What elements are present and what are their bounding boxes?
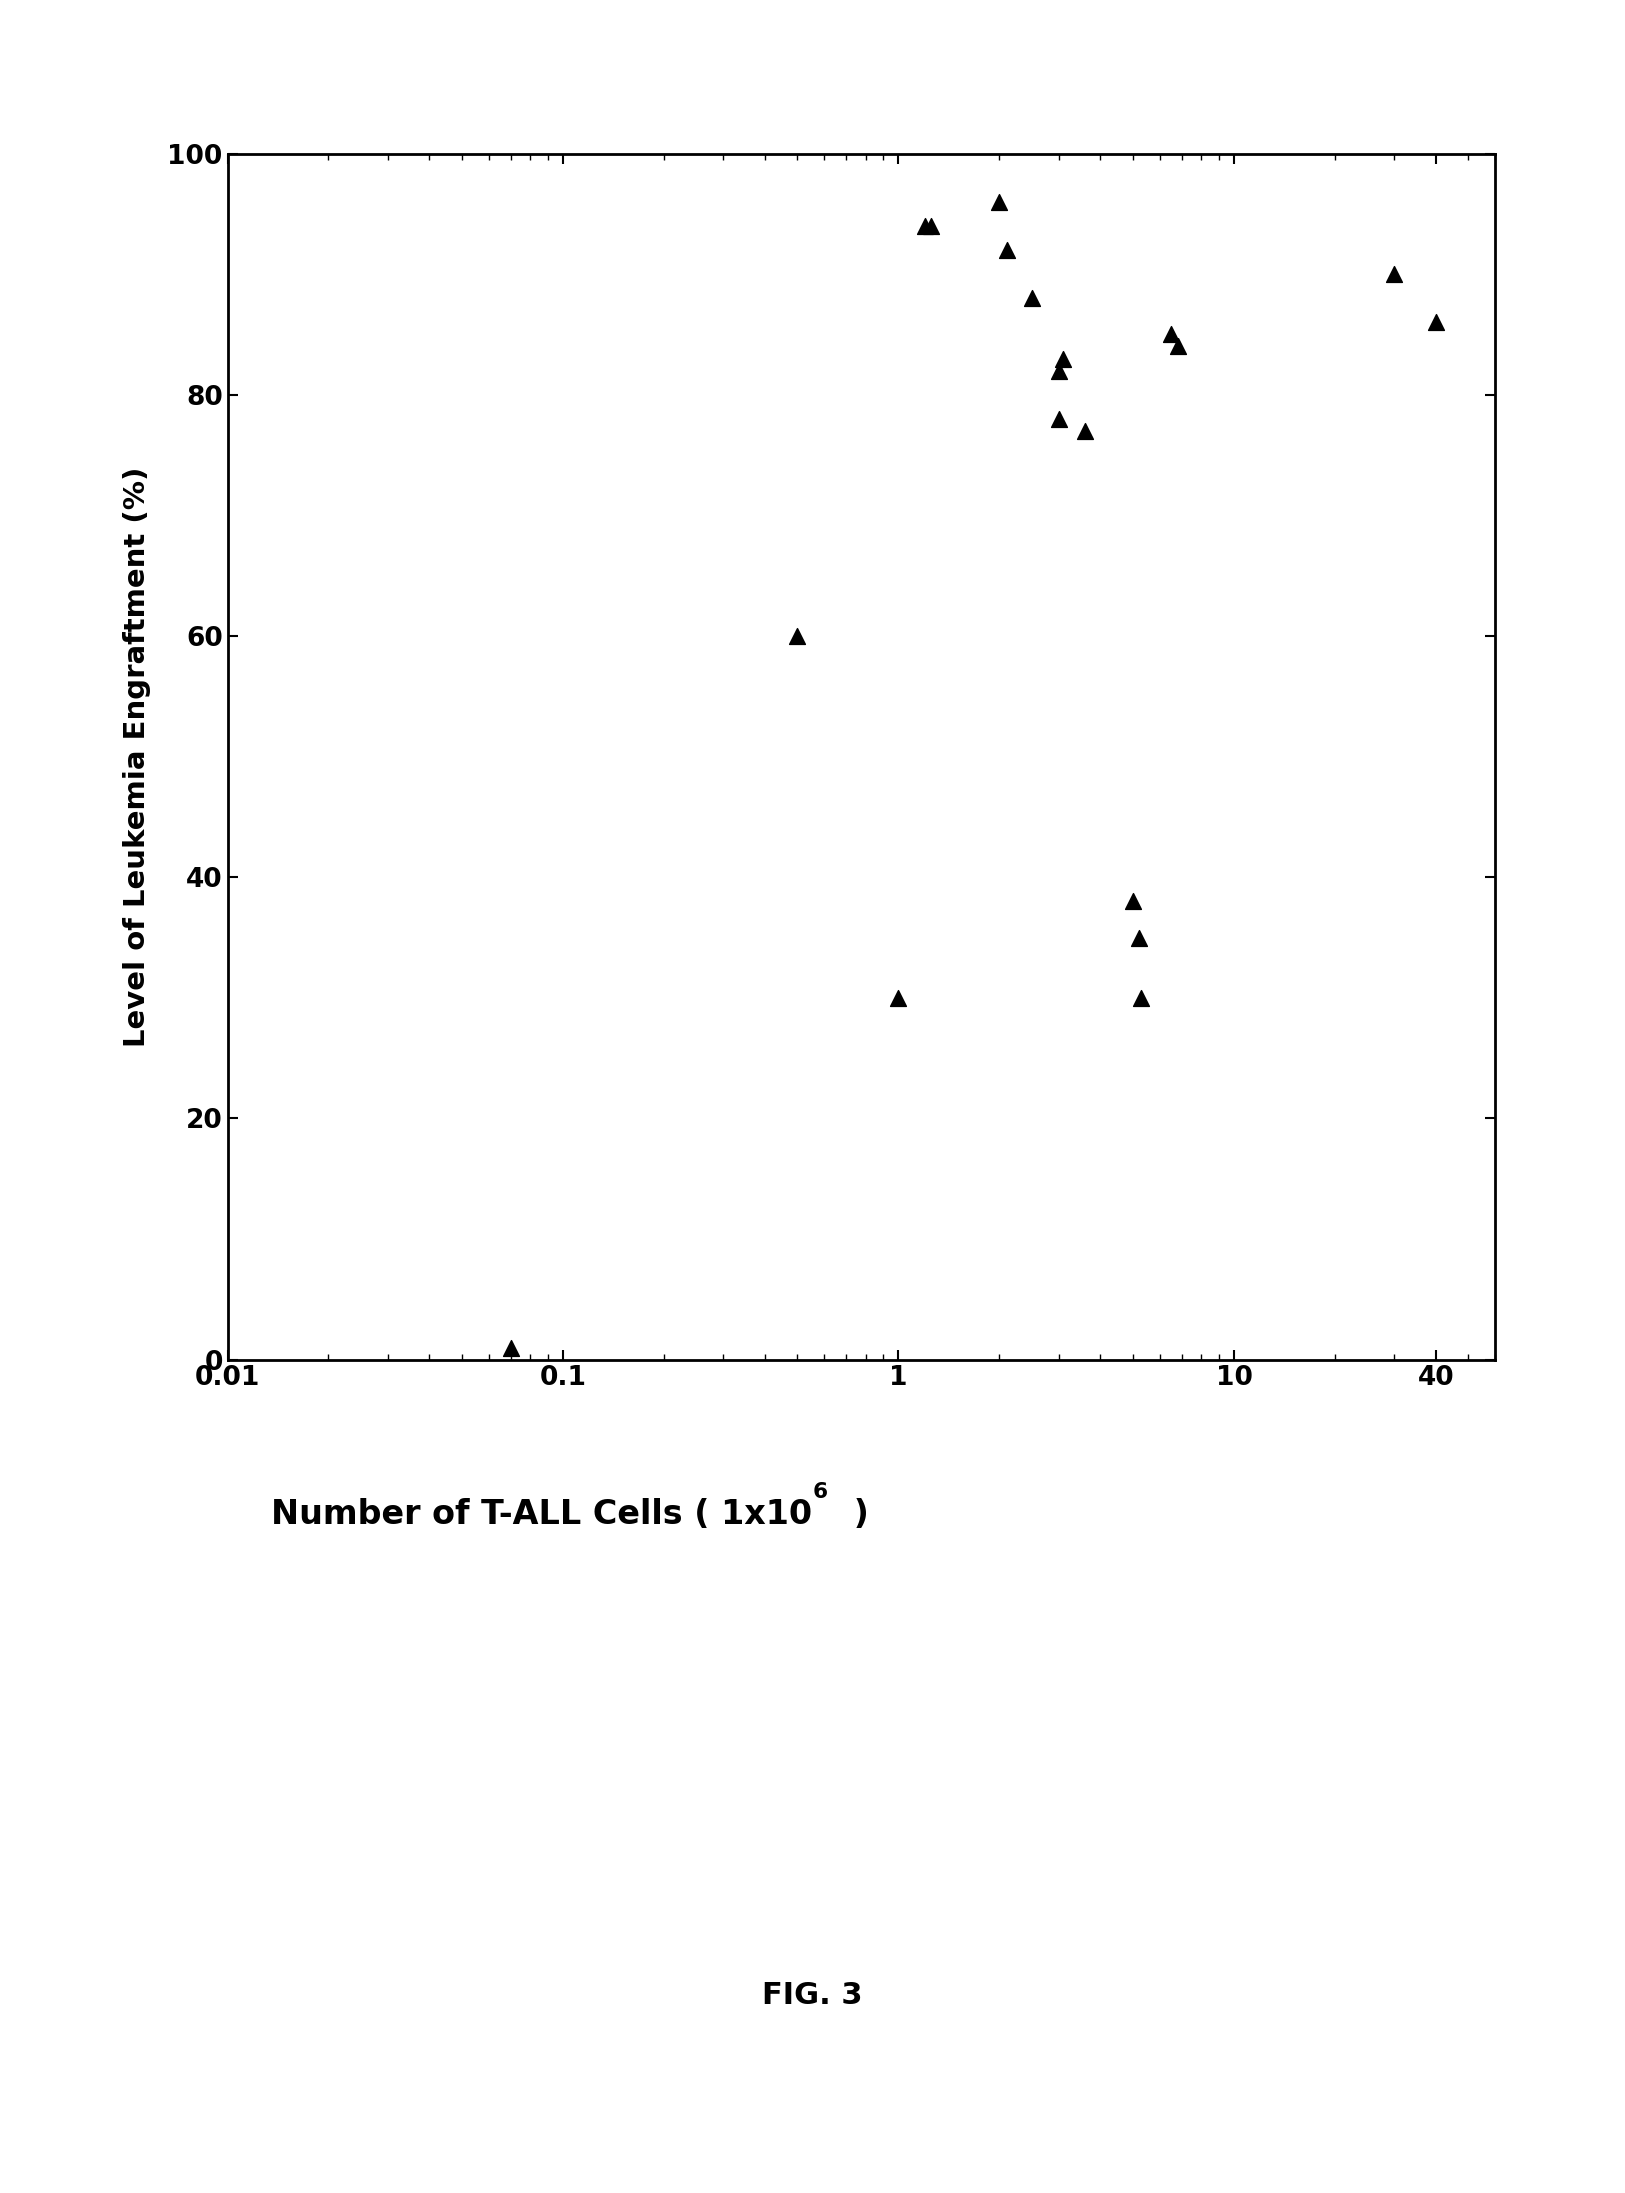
Point (497, 1329, 523, 1364)
Point (1050, 340, 1076, 377)
Point (993, 232, 1019, 268)
Point (886, 980, 912, 1015)
Point (1045, 353, 1071, 388)
Point (1120, 884, 1146, 919)
Point (1126, 921, 1152, 956)
Point (1424, 305, 1450, 340)
Point (1381, 257, 1407, 292)
Point (986, 184, 1012, 219)
Y-axis label: Level of Leukemia Engraftment (%): Level of Leukemia Engraftment (%) (124, 467, 151, 1046)
Text: FIG. 3: FIG. 3 (762, 1980, 863, 2011)
Text: Number of T-ALL Cells ( 1x10: Number of T-ALL Cells ( 1x10 (271, 1498, 812, 1531)
Point (1045, 401, 1071, 436)
Point (785, 618, 811, 654)
Point (1019, 281, 1045, 316)
Point (1072, 412, 1098, 450)
Point (1159, 316, 1185, 351)
Point (1165, 329, 1191, 364)
Text: ): ) (842, 1498, 869, 1531)
Point (918, 208, 944, 243)
Point (912, 208, 938, 243)
Text: 6: 6 (812, 1482, 827, 1502)
Point (1128, 980, 1154, 1015)
